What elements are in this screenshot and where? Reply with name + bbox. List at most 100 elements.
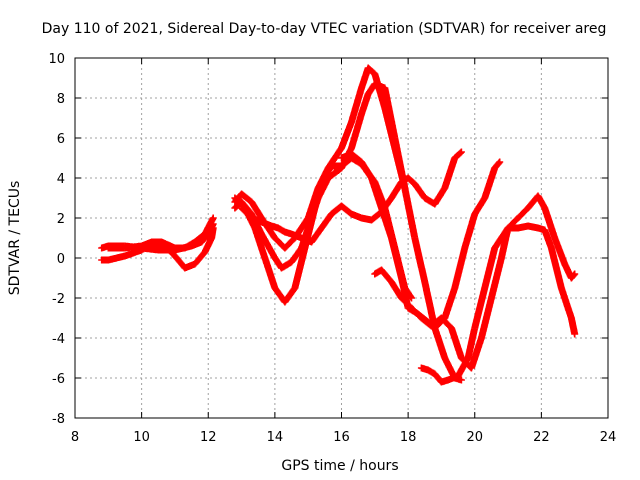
data-point-run (547, 244, 565, 291)
data-point-run (567, 270, 579, 282)
data-point-run (557, 284, 575, 321)
data-point-run (261, 254, 278, 291)
data-point-run (271, 234, 288, 251)
data-points (98, 64, 579, 386)
data-point-run (238, 204, 255, 221)
data-point-run (248, 198, 265, 221)
x-tick-label: 20 (466, 430, 483, 445)
y-tick-label: -8 (52, 412, 65, 427)
x-tick-label: 14 (267, 430, 284, 445)
data-point-run (541, 204, 558, 241)
data-point-run (171, 252, 188, 271)
data-point-run (441, 155, 458, 192)
data-point-run (504, 215, 521, 232)
data-point-run (364, 64, 378, 77)
grid (75, 58, 608, 418)
x-tick-label: 18 (400, 430, 417, 445)
data-point-run (258, 230, 278, 261)
data-point-run (288, 245, 305, 266)
data-point-run (481, 165, 498, 202)
data-point-run (417, 314, 434, 329)
data-point-run (471, 285, 488, 332)
x-tick-label: 22 (533, 430, 550, 445)
data-point-run (437, 314, 454, 331)
y-tick-label: 6 (57, 132, 65, 147)
data-point-run (464, 325, 478, 362)
data-point-run (487, 255, 505, 302)
data-point-run (201, 214, 217, 238)
data-point-run (567, 314, 579, 338)
data-point-run (378, 204, 395, 241)
x-tick-label: 8 (71, 430, 79, 445)
y-tick-label: -4 (52, 332, 65, 347)
data-point-run (408, 304, 424, 321)
data-point-run (451, 148, 465, 162)
y-tick-label: 10 (48, 52, 65, 67)
data-point-run (191, 231, 208, 246)
data-point-run (534, 192, 548, 211)
data-point-run (467, 335, 485, 372)
data-point-run (338, 119, 355, 152)
data-point-run (514, 205, 531, 222)
data-point-run (411, 234, 428, 285)
data-point-run (497, 225, 512, 262)
y-tick-label: -6 (52, 372, 65, 387)
chart-title: Day 110 of 2021, Sidereal Day-to-day VTE… (42, 21, 607, 37)
y-tick-label: 2 (57, 212, 65, 227)
x-tick-label: 24 (600, 430, 617, 445)
data-point-run (381, 84, 398, 141)
data-point-run (208, 224, 217, 242)
y-tick-label: 0 (57, 252, 65, 267)
data-point-run (121, 247, 144, 260)
data-point-run (451, 245, 468, 292)
data-point-run (311, 179, 325, 212)
data-point-run (398, 294, 414, 311)
y-axis-label: SDTVAR / TECUs (7, 181, 23, 296)
data-point-run (348, 150, 364, 165)
y-tick-label: 4 (57, 172, 65, 187)
data-point-run (368, 209, 384, 224)
data-point-run (541, 226, 555, 251)
data-series-9 (338, 150, 504, 332)
data-point-run (348, 111, 365, 152)
data-point-run (324, 165, 344, 182)
data-point-run (191, 249, 208, 268)
data-point-run (104, 252, 128, 264)
data-point-run (338, 202, 354, 217)
data-point-run (477, 295, 495, 342)
data-point-run (201, 235, 215, 256)
data-point-run (461, 211, 478, 252)
data-point-run (368, 174, 385, 211)
x-tick-label: 12 (200, 430, 217, 445)
data-point-run (308, 225, 325, 246)
data-point-run (388, 234, 405, 281)
data-point-run (358, 91, 372, 118)
data-point-run (401, 184, 418, 241)
data-point-run (481, 245, 498, 292)
data-point-run (291, 245, 308, 292)
y-tick-label: -2 (52, 292, 65, 307)
data-point-run (551, 234, 568, 267)
data-point-run (318, 211, 335, 232)
data-point-run (431, 185, 448, 208)
data-point-run (281, 285, 298, 306)
data-point-run (388, 179, 405, 202)
x-axis-label: GPS time / hours (281, 458, 398, 474)
data-point-run (348, 85, 365, 126)
data-point-run (358, 158, 375, 181)
data-point-run (158, 238, 178, 251)
data-point-run (251, 224, 268, 261)
data-point-run (411, 180, 428, 201)
data-point-run (491, 158, 504, 172)
data-point-run (388, 278, 405, 301)
data-series-3 (104, 214, 217, 252)
data-point-run (238, 190, 255, 205)
x-tick-label: 10 (133, 430, 150, 445)
x-tick-label: 16 (333, 430, 350, 445)
y-tick-label: 8 (57, 92, 65, 107)
data-point-run (404, 174, 418, 187)
data-series-10 (417, 222, 579, 386)
